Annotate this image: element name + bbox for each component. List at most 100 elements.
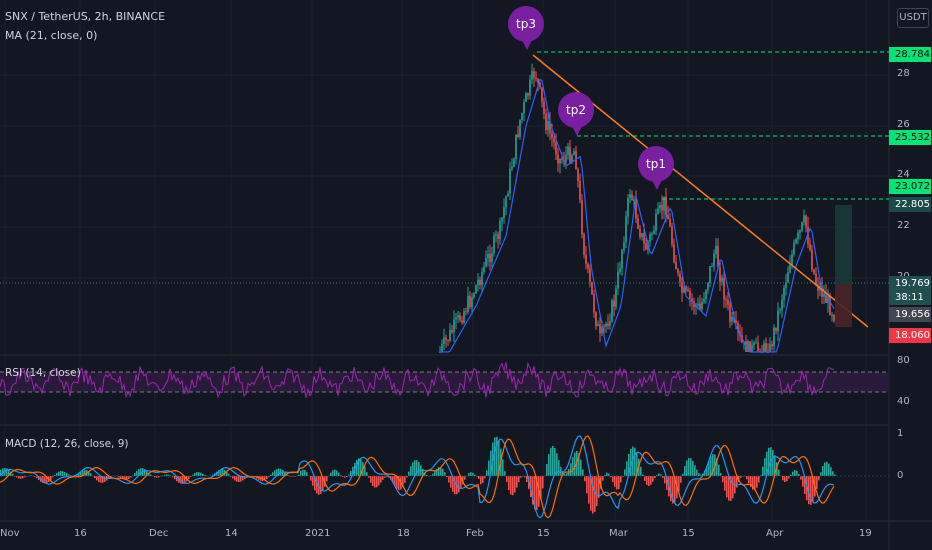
candle-body [641, 233, 643, 237]
candle-body [593, 294, 595, 313]
macd-histogram-bar [36, 476, 38, 479]
ma-line [440, 78, 835, 353]
macd-histogram-bar [98, 476, 100, 482]
candle-body [603, 326, 605, 328]
macd-histogram-bar [640, 466, 642, 476]
macd-indicator-label[interactable]: MACD (12, 26, close, 9) [5, 438, 129, 450]
macd-histogram-bar [440, 467, 442, 476]
macd-histogram-bar [518, 476, 520, 483]
candle-body [609, 321, 611, 326]
candle-body [775, 327, 777, 332]
macd-histogram-bar [306, 472, 308, 476]
candle-body [769, 344, 771, 352]
rsi-indicator-label[interactable]: RSI (14, close) [5, 367, 81, 379]
candle-body [499, 221, 501, 239]
currency-button[interactable]: USDT [897, 8, 929, 28]
macd-histogram-bar [88, 471, 90, 476]
macd-histogram-bar [356, 459, 358, 476]
macd-histogram-bar [274, 470, 276, 476]
price-tick: 26 [897, 119, 910, 130]
macd-histogram-bar [762, 466, 764, 476]
macd-histogram-bar [2, 468, 4, 476]
macd-histogram-bar [220, 469, 222, 476]
macd-histogram-bar [336, 470, 338, 476]
macd-histogram-bar [30, 475, 32, 476]
macd-histogram-bar [488, 460, 490, 476]
macd-histogram-bar [190, 476, 192, 477]
price-tag-tp3: 28.784 [889, 47, 931, 62]
macd-histogram-bar [170, 475, 172, 477]
candle-body [643, 233, 645, 244]
candle-body [453, 319, 455, 333]
candle-body [825, 293, 827, 303]
price-tick: 24 [897, 169, 910, 180]
macd-histogram-bar [764, 458, 766, 476]
macd-histogram-bar [52, 476, 54, 478]
macd-histogram-bar [184, 476, 186, 483]
macd-histogram-bar [478, 476, 480, 479]
macd-histogram-bar [434, 471, 436, 476]
candle-body [725, 299, 727, 301]
macd-histogram-bar [6, 468, 8, 476]
candle-body [813, 269, 815, 274]
macd-histogram-bar [122, 476, 124, 480]
macd-histogram-bar [556, 453, 558, 476]
macd-histogram-bar [138, 469, 140, 476]
macd-histogram-bar [316, 476, 318, 494]
price-tag-ma: 19.656 [889, 307, 931, 322]
macd-histogram-bar [94, 476, 96, 479]
price-tick: 22 [897, 220, 910, 231]
macd-histogram-bar [706, 465, 708, 476]
candle-body [467, 295, 469, 312]
candle-body [717, 245, 719, 268]
callout-tp2[interactable]: tp2 [558, 92, 594, 136]
candle-body [547, 121, 549, 130]
macd-histogram-bar [416, 460, 418, 476]
macd-histogram-bar [728, 476, 730, 501]
macd-histogram-bar [688, 457, 690, 476]
candle-body [701, 301, 703, 310]
macd-histogram-bar [124, 476, 126, 480]
candle-body [559, 158, 561, 164]
macd-histogram-bar [120, 476, 122, 479]
macd-histogram-bar [484, 476, 486, 479]
macd-histogram-bar [42, 476, 44, 484]
candle-body [747, 341, 749, 352]
macd-histogram-bar [496, 436, 498, 476]
macd-histogram-bar [460, 476, 462, 489]
symbol-title[interactable]: SNX / TetherUS, 2h, BINANCE [5, 10, 166, 23]
candle-body [461, 320, 463, 323]
macd-histogram-bar [732, 476, 734, 499]
macd-histogram-bar [548, 454, 550, 476]
time-tick: 2021 [305, 528, 331, 539]
ma-indicator-label[interactable]: MA (21, close, 0) [5, 29, 98, 42]
macd-histogram-bar [752, 476, 754, 490]
macd-histogram-bar [810, 476, 812, 505]
macd-histogram-bar [406, 476, 408, 478]
candle-body [577, 169, 579, 182]
macd-histogram-bar [286, 473, 288, 476]
candle-body [799, 230, 801, 233]
callout-tp1[interactable]: tp1 [638, 146, 674, 190]
time-tick: 18 [397, 528, 410, 539]
macd-histogram-bar [282, 470, 284, 476]
macd-histogram-bar [202, 473, 204, 476]
candle-body [475, 285, 477, 294]
macd-histogram-bar [8, 469, 10, 476]
candle-body [471, 297, 473, 307]
candle-body [629, 194, 631, 198]
macd-histogram-bar [782, 476, 784, 481]
callout-tp3[interactable]: tp3 [508, 6, 544, 50]
macd-histogram-bar [726, 476, 728, 498]
macd-histogram-bar [236, 476, 238, 482]
macd-histogram-bar [672, 476, 674, 504]
macd-histogram-bar [100, 476, 102, 483]
macd-histogram-bar [652, 476, 654, 482]
candle-body [611, 300, 613, 322]
macd-histogram-bar [320, 476, 322, 494]
macd-histogram-bar [414, 460, 416, 476]
candle-body [575, 151, 577, 170]
candle-body [539, 82, 541, 88]
macd-histogram-bar [470, 472, 472, 476]
